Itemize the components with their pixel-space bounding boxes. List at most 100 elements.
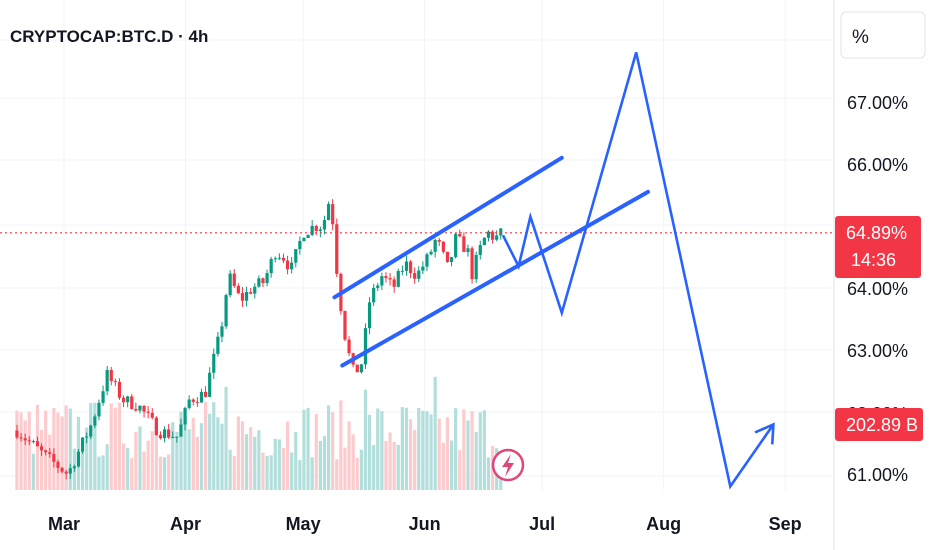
candle: [183, 406, 187, 431]
volume-bar: [413, 430, 417, 490]
candle: [400, 265, 404, 276]
volume-bar: [343, 447, 347, 490]
channel-upper-line[interactable]: [332, 155, 564, 300]
volume-bar: [322, 435, 327, 490]
candle: [15, 424, 19, 440]
volume-bar: [203, 402, 208, 490]
candle: [413, 267, 417, 284]
volume-bar: [441, 442, 445, 490]
candle: [392, 276, 396, 293]
volume-bar: [380, 411, 384, 490]
candle: [380, 272, 384, 290]
volume-tag: 202.89 B: [835, 408, 923, 441]
lightning-icon[interactable]: [491, 448, 525, 482]
candle: [417, 266, 421, 283]
candle: [142, 405, 146, 418]
candle: [64, 469, 68, 480]
candle: [445, 251, 450, 263]
candle: [462, 232, 466, 253]
candle: [195, 397, 199, 407]
candle: [478, 240, 482, 260]
candle: [72, 464, 76, 472]
candle: [408, 260, 413, 279]
volume-bar: [281, 447, 286, 490]
bar-countdown: 14:36: [851, 250, 896, 270]
volume-bar: [175, 431, 179, 490]
volume-bar: [454, 408, 458, 490]
volume-bar: [220, 423, 224, 490]
y-tick-label: 63.00%: [847, 341, 908, 361]
candle: [396, 268, 400, 288]
volume-bar: [466, 420, 470, 490]
candle: [449, 256, 454, 267]
candle: [490, 230, 495, 244]
price-axis[interactable]: 67.00% 66.00% 64.00% 63.00% 61.00%: [847, 93, 908, 485]
candle: [359, 363, 363, 374]
candle: [367, 297, 372, 335]
candle: [281, 253, 286, 264]
candle: [150, 408, 154, 420]
candle: [335, 218, 339, 278]
volume-bar: [212, 402, 216, 490]
candle: [93, 414, 97, 429]
candle: [265, 269, 269, 287]
volume-bar: [89, 403, 93, 490]
price-scale-unit-button[interactable]: %: [840, 11, 926, 59]
candle: [216, 331, 220, 357]
volume-bar: [109, 403, 113, 490]
volume-bar: [257, 430, 261, 490]
candle: [105, 365, 109, 396]
candle: [294, 248, 298, 268]
volume-bar: [183, 416, 187, 490]
candle: [273, 256, 277, 263]
candle: [31, 439, 35, 444]
volume-bar: [265, 456, 269, 490]
volume-bar: [355, 458, 359, 490]
candle: [130, 393, 134, 410]
volume-bar: [458, 450, 462, 490]
volume-bar: [15, 410, 19, 490]
volume-bar: [363, 389, 368, 490]
candle: [109, 366, 113, 386]
candle: [253, 283, 257, 299]
candle: [171, 431, 175, 439]
candle: [228, 270, 232, 298]
candle: [146, 406, 150, 419]
volume-bar: [347, 421, 351, 490]
candle: [318, 226, 322, 238]
candle: [199, 388, 204, 403]
candle: [437, 237, 441, 246]
candle: [138, 404, 142, 414]
candle: [404, 255, 409, 276]
volume-bar: [261, 452, 265, 490]
candle: [388, 272, 392, 286]
candle: [269, 256, 273, 278]
candle: [343, 310, 347, 342]
candle: [326, 201, 331, 221]
volume-bar: [113, 407, 117, 490]
volume-bar: [470, 411, 474, 490]
y-tick-label: 67.00%: [847, 93, 908, 113]
x-tick-label: Apr: [170, 514, 201, 534]
volume-bar: [121, 443, 126, 490]
candle: [277, 253, 281, 261]
candle: [322, 215, 327, 235]
candle: [167, 423, 171, 439]
volume-bar: [60, 416, 64, 490]
candle: [175, 436, 179, 443]
volume-bar: [80, 450, 85, 490]
candle: [298, 236, 302, 255]
time-axis[interactable]: Mar Apr May Jun Jul Aug Sep: [48, 514, 802, 534]
volume-bar: [404, 407, 409, 490]
volume-bar: [376, 408, 380, 490]
volume-bar: [224, 386, 228, 490]
volume-bar: [236, 416, 240, 490]
projection-path[interactable]: [501, 52, 775, 490]
volume-bar: [408, 419, 413, 490]
candle: [425, 252, 429, 271]
volume-bar: [56, 412, 60, 490]
channel-lower-line[interactable]: [340, 189, 650, 368]
last-price-tag: 64.89% 14:36: [835, 216, 921, 278]
candle: [306, 234, 310, 239]
